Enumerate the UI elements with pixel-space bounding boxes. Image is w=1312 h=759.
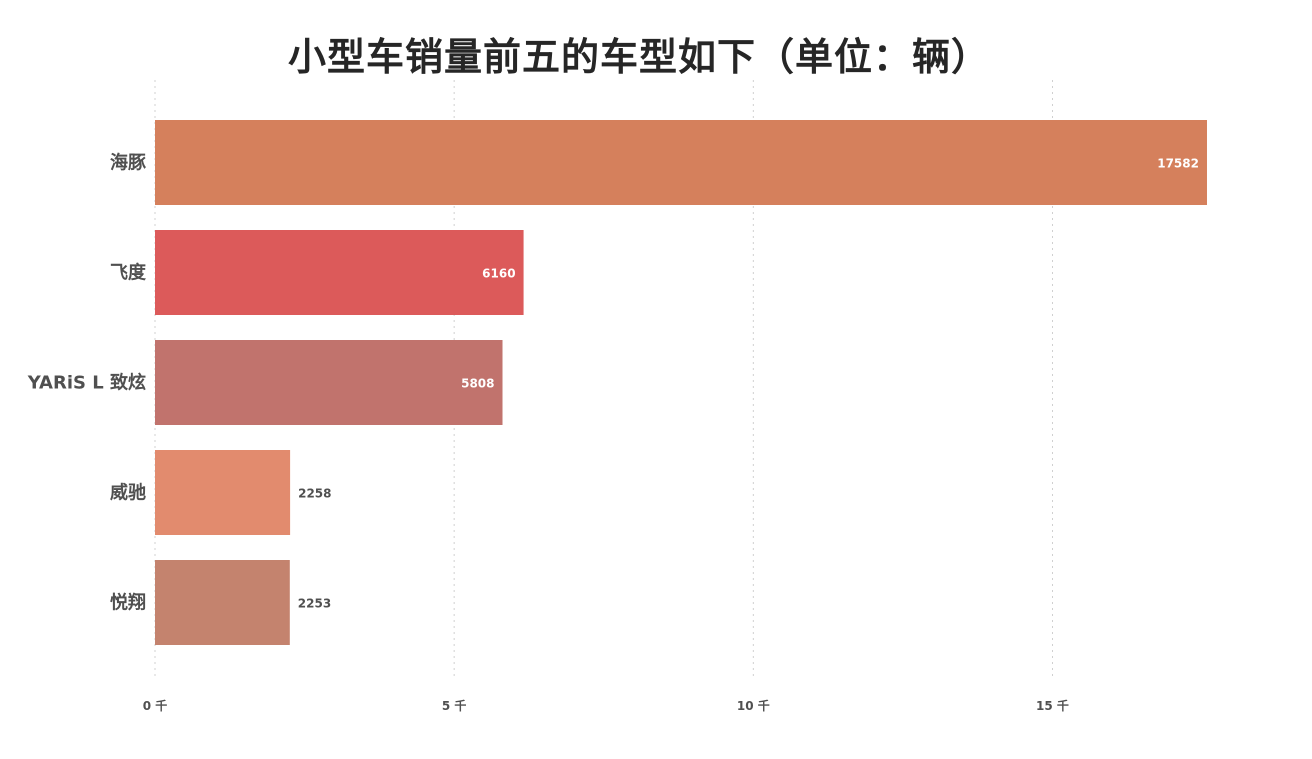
value-label: 2253	[298, 597, 331, 611]
bars-layer	[155, 120, 1207, 645]
category-label: 威驰	[110, 482, 146, 504]
bar	[155, 560, 290, 645]
category-label: YARiS L 致炫	[27, 372, 146, 394]
x-tick-label: 10 千	[737, 698, 770, 713]
value-label: 5808	[461, 377, 494, 391]
bar	[155, 340, 503, 425]
x-tick-label: 0 千	[143, 698, 168, 713]
category-label: 海豚	[110, 152, 146, 174]
x-tick-label: 5 千	[442, 698, 467, 713]
bar	[155, 120, 1207, 205]
value-label: 2258	[298, 487, 331, 501]
chart-title: 小型车销量前五的车型如下（单位：辆）	[287, 35, 990, 79]
x-tick-label: 15 千	[1036, 698, 1069, 713]
category-label: 悦翔	[110, 592, 146, 614]
value-label: 6160	[482, 267, 515, 281]
bar	[155, 450, 291, 535]
value-label: 17582	[1157, 157, 1199, 171]
bar	[155, 230, 524, 315]
labels-layer: 0 千 5 千 10 千 15 千 海豚 17582 飞度 6160 YARiS L 致炫 580…	[27, 152, 1199, 714]
category-label: 飞度	[110, 262, 147, 284]
